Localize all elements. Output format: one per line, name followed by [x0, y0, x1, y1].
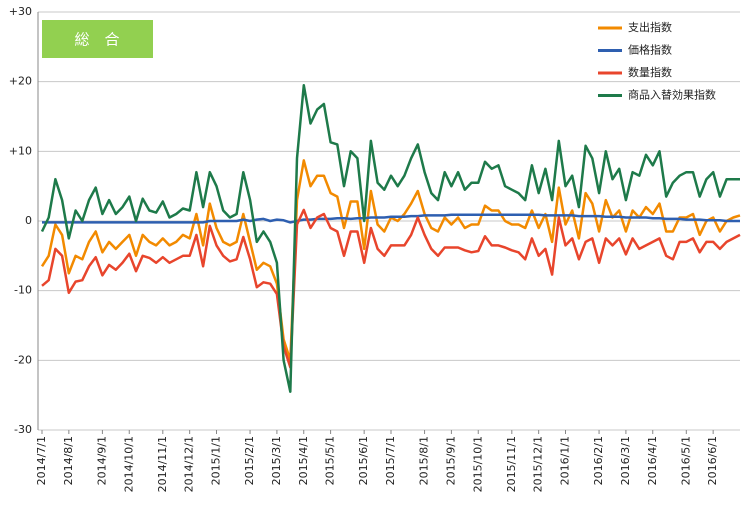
series-line: [40, 159, 741, 362]
x-tick-label: 2014/8/1: [62, 436, 75, 485]
x-tick-label: 2015/10/1: [471, 436, 484, 492]
x-tick-label: 2016/2/1: [592, 436, 605, 485]
x-tick-label: 2015/1/1: [210, 436, 223, 485]
x-tick-label: 2014/9/1: [95, 436, 108, 485]
y-tick-label: -30: [14, 423, 32, 436]
x-tick-label: 2016/3/1: [619, 436, 632, 485]
x-tick-label: 2014/12/1: [183, 436, 196, 492]
x-tick-label: 2015/6/1: [357, 436, 370, 485]
x-tick-label: 2015/8/1: [418, 436, 431, 485]
x-tick-label: 2015/11/1: [505, 436, 518, 492]
y-tick-label: +20: [9, 75, 32, 88]
annotation-box: [42, 20, 153, 58]
y-tick-label: +30: [9, 5, 32, 18]
x-tick-label: 2015/2/1: [243, 436, 256, 485]
x-tick-label: 2016/4/1: [646, 436, 659, 485]
y-tick-label: 0: [25, 214, 32, 227]
x-tick-label: 2015/7/1: [384, 436, 397, 485]
x-tick-label: 2015/4/1: [297, 436, 310, 485]
series-line: [42, 213, 740, 224]
legend-label: 数量指数: [628, 65, 672, 79]
x-tick-label: 2014/11/1: [156, 436, 169, 492]
x-tick-label: 2016/5/1: [679, 436, 692, 485]
x-tick-label: 2016/6/1: [706, 436, 719, 485]
x-tick-label: 2015/9/1: [444, 436, 457, 485]
series-line: [40, 83, 740, 393]
x-tick-label: 2014/7/1: [35, 436, 48, 485]
y-tick-label: -10: [14, 284, 32, 297]
legend-label: 価格指数: [628, 43, 672, 57]
x-tick-label: 2015/5/1: [324, 436, 337, 485]
series-line: [41, 208, 741, 369]
x-tick-label: 2015/3/1: [270, 436, 283, 485]
legend-label: 支出指数: [628, 20, 672, 34]
x-tick-label: 2014/10/1: [122, 436, 135, 492]
y-tick-label: -20: [14, 353, 32, 366]
y-tick-label: +10: [9, 144, 32, 157]
legend-label: 商品入替効果指数: [628, 88, 716, 102]
annotation: 総 合: [74, 31, 119, 49]
x-tick-label: 2016/1/1: [559, 436, 572, 485]
x-tick-label: 2015/12/1: [532, 436, 545, 492]
